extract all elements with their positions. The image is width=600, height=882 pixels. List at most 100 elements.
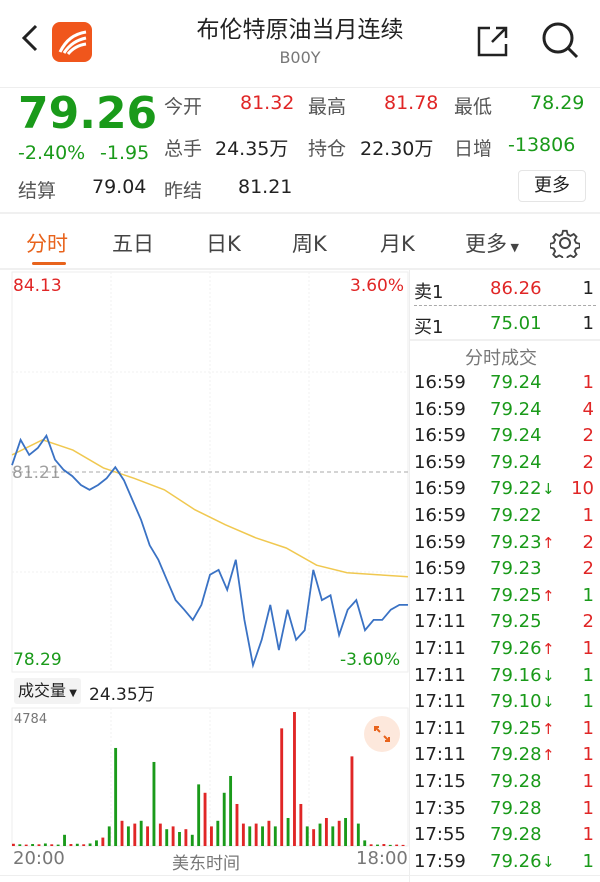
volume-bar bbox=[50, 844, 54, 846]
volume-bar bbox=[267, 820, 271, 846]
volume-bar bbox=[56, 844, 60, 846]
tick-row: 17:11 79.25 ↑ 1 bbox=[414, 717, 594, 739]
tab-label: 月K bbox=[380, 232, 415, 256]
x-label-end: 18:00 bbox=[356, 848, 408, 869]
pct-min-label: -3.60% bbox=[340, 650, 401, 670]
tab-active-indicator bbox=[32, 262, 66, 265]
settings-button[interactable] bbox=[549, 228, 581, 262]
field-value: 81.78 bbox=[384, 92, 439, 114]
volume-bar bbox=[203, 792, 207, 846]
ticks-title: 分时成交 bbox=[465, 348, 537, 369]
volume-bar bbox=[344, 817, 348, 846]
volume-bar bbox=[369, 844, 373, 846]
volume-bar bbox=[350, 756, 354, 846]
divider bbox=[0, 268, 600, 270]
volume-bar bbox=[24, 844, 28, 846]
volume-bar bbox=[171, 826, 175, 846]
tab-label: 日K bbox=[206, 232, 241, 256]
back-icon bbox=[21, 24, 38, 52]
divider bbox=[0, 87, 600, 88]
volume-bar bbox=[261, 826, 264, 846]
share-button[interactable] bbox=[476, 24, 510, 62]
tab-2[interactable]: 日K bbox=[206, 228, 241, 258]
expand-icon bbox=[374, 726, 390, 742]
volume-bar bbox=[293, 712, 296, 846]
volume-bar bbox=[331, 826, 335, 846]
fullscreen-button[interactable] bbox=[364, 716, 400, 752]
back-button[interactable] bbox=[18, 18, 44, 58]
intraday-chart[interactable] bbox=[0, 270, 410, 882]
tick-row: 17:15 79.28 1 bbox=[414, 771, 594, 792]
tick-row: 17:35 79.28 1 bbox=[414, 797, 594, 819]
field-label: 最低 bbox=[454, 96, 493, 118]
volume-bar bbox=[158, 823, 162, 846]
tick-row: 16:59 79.24 2 bbox=[414, 451, 594, 473]
tick-row: 16:59 79.24 1 bbox=[414, 372, 594, 393]
volume-bar bbox=[75, 843, 79, 846]
bid-row: 买1 75.01 1 bbox=[414, 313, 594, 338]
tick-row: 16:59 79.24 4 bbox=[414, 398, 594, 420]
volume-bar bbox=[280, 728, 284, 846]
field-label: 最高 bbox=[308, 96, 347, 118]
volume-bar bbox=[101, 837, 105, 846]
tick-row: 17:59 79.26 ↓ 1 bbox=[414, 850, 594, 872]
field-value: -13806 bbox=[508, 134, 576, 156]
caret-down-icon: ▼ bbox=[66, 688, 77, 699]
x-label-start: 20:00 bbox=[13, 848, 65, 869]
field-label: 持仓 bbox=[308, 138, 347, 160]
tab-1[interactable]: 五日 bbox=[112, 228, 154, 258]
field-label: 日增 bbox=[454, 138, 493, 160]
average-price-line bbox=[11, 438, 409, 578]
divider bbox=[409, 270, 410, 882]
volume-bar bbox=[222, 792, 226, 846]
volume-bar bbox=[312, 829, 316, 846]
field-value: 78.29 bbox=[530, 92, 585, 114]
more-quote-button[interactable]: 更多 bbox=[518, 170, 586, 202]
volume-bar bbox=[165, 829, 169, 846]
volume-bar bbox=[184, 829, 188, 846]
volume-bar bbox=[114, 747, 118, 846]
volume-bar bbox=[337, 820, 341, 846]
search-button[interactable] bbox=[540, 20, 580, 64]
tab-4[interactable]: 月K bbox=[380, 228, 415, 258]
volume-bar bbox=[88, 843, 92, 846]
volume-bar bbox=[133, 823, 137, 846]
volume-total: 24.35万 bbox=[89, 685, 155, 705]
volume-selector[interactable]: 成交量 ▼ bbox=[14, 678, 81, 704]
field-label: 结算 bbox=[18, 180, 57, 202]
tab-label: 分时 bbox=[26, 232, 68, 256]
tick-row: 16:59 79.23 2 bbox=[414, 558, 594, 580]
field-value: 24.35万 bbox=[215, 138, 289, 160]
volume-bar bbox=[31, 844, 35, 846]
volume-bar bbox=[254, 823, 258, 846]
volume-bar bbox=[241, 823, 245, 846]
ask-row: 卖1 86.26 1 bbox=[414, 278, 594, 303]
tick-row: 17:11 79.10 ↓ 1 bbox=[414, 691, 594, 713]
volume-bar bbox=[401, 844, 405, 846]
change-pct: -2.40% bbox=[18, 142, 86, 164]
tab-5[interactable]: 更多 ▼ bbox=[465, 228, 519, 258]
volume-bar bbox=[139, 820, 143, 846]
divider bbox=[0, 875, 600, 876]
volume-bar bbox=[324, 817, 328, 846]
volume-bar bbox=[376, 844, 379, 846]
volume-bar bbox=[305, 826, 309, 846]
volume-bar bbox=[152, 761, 156, 846]
tick-row: 16:59 79.23 ↑ 2 bbox=[414, 531, 594, 553]
last-price: 79.26 bbox=[18, 88, 158, 139]
y-min-label: 78.29 bbox=[13, 650, 62, 670]
tab-3[interactable]: 周K bbox=[292, 228, 327, 258]
x-label-middle: 美东时间 bbox=[172, 854, 240, 874]
divider bbox=[414, 305, 596, 306]
volume-bar bbox=[43, 843, 47, 846]
volume-bar bbox=[107, 826, 111, 846]
tick-row: 17:11 79.26 ↑ 1 bbox=[414, 638, 594, 659]
tick-row: 17:11 79.16 ↓ 1 bbox=[414, 664, 594, 686]
volume-bar bbox=[63, 834, 66, 846]
app-logo bbox=[52, 22, 92, 62]
tick-row: 17:55 79.28 1 bbox=[414, 824, 594, 846]
tab-0[interactable]: 分时 bbox=[26, 228, 68, 258]
divider bbox=[0, 212, 600, 214]
page-title: 布伦特原油当月连续 bbox=[196, 17, 404, 43]
field-value: 22.30万 bbox=[360, 138, 434, 160]
